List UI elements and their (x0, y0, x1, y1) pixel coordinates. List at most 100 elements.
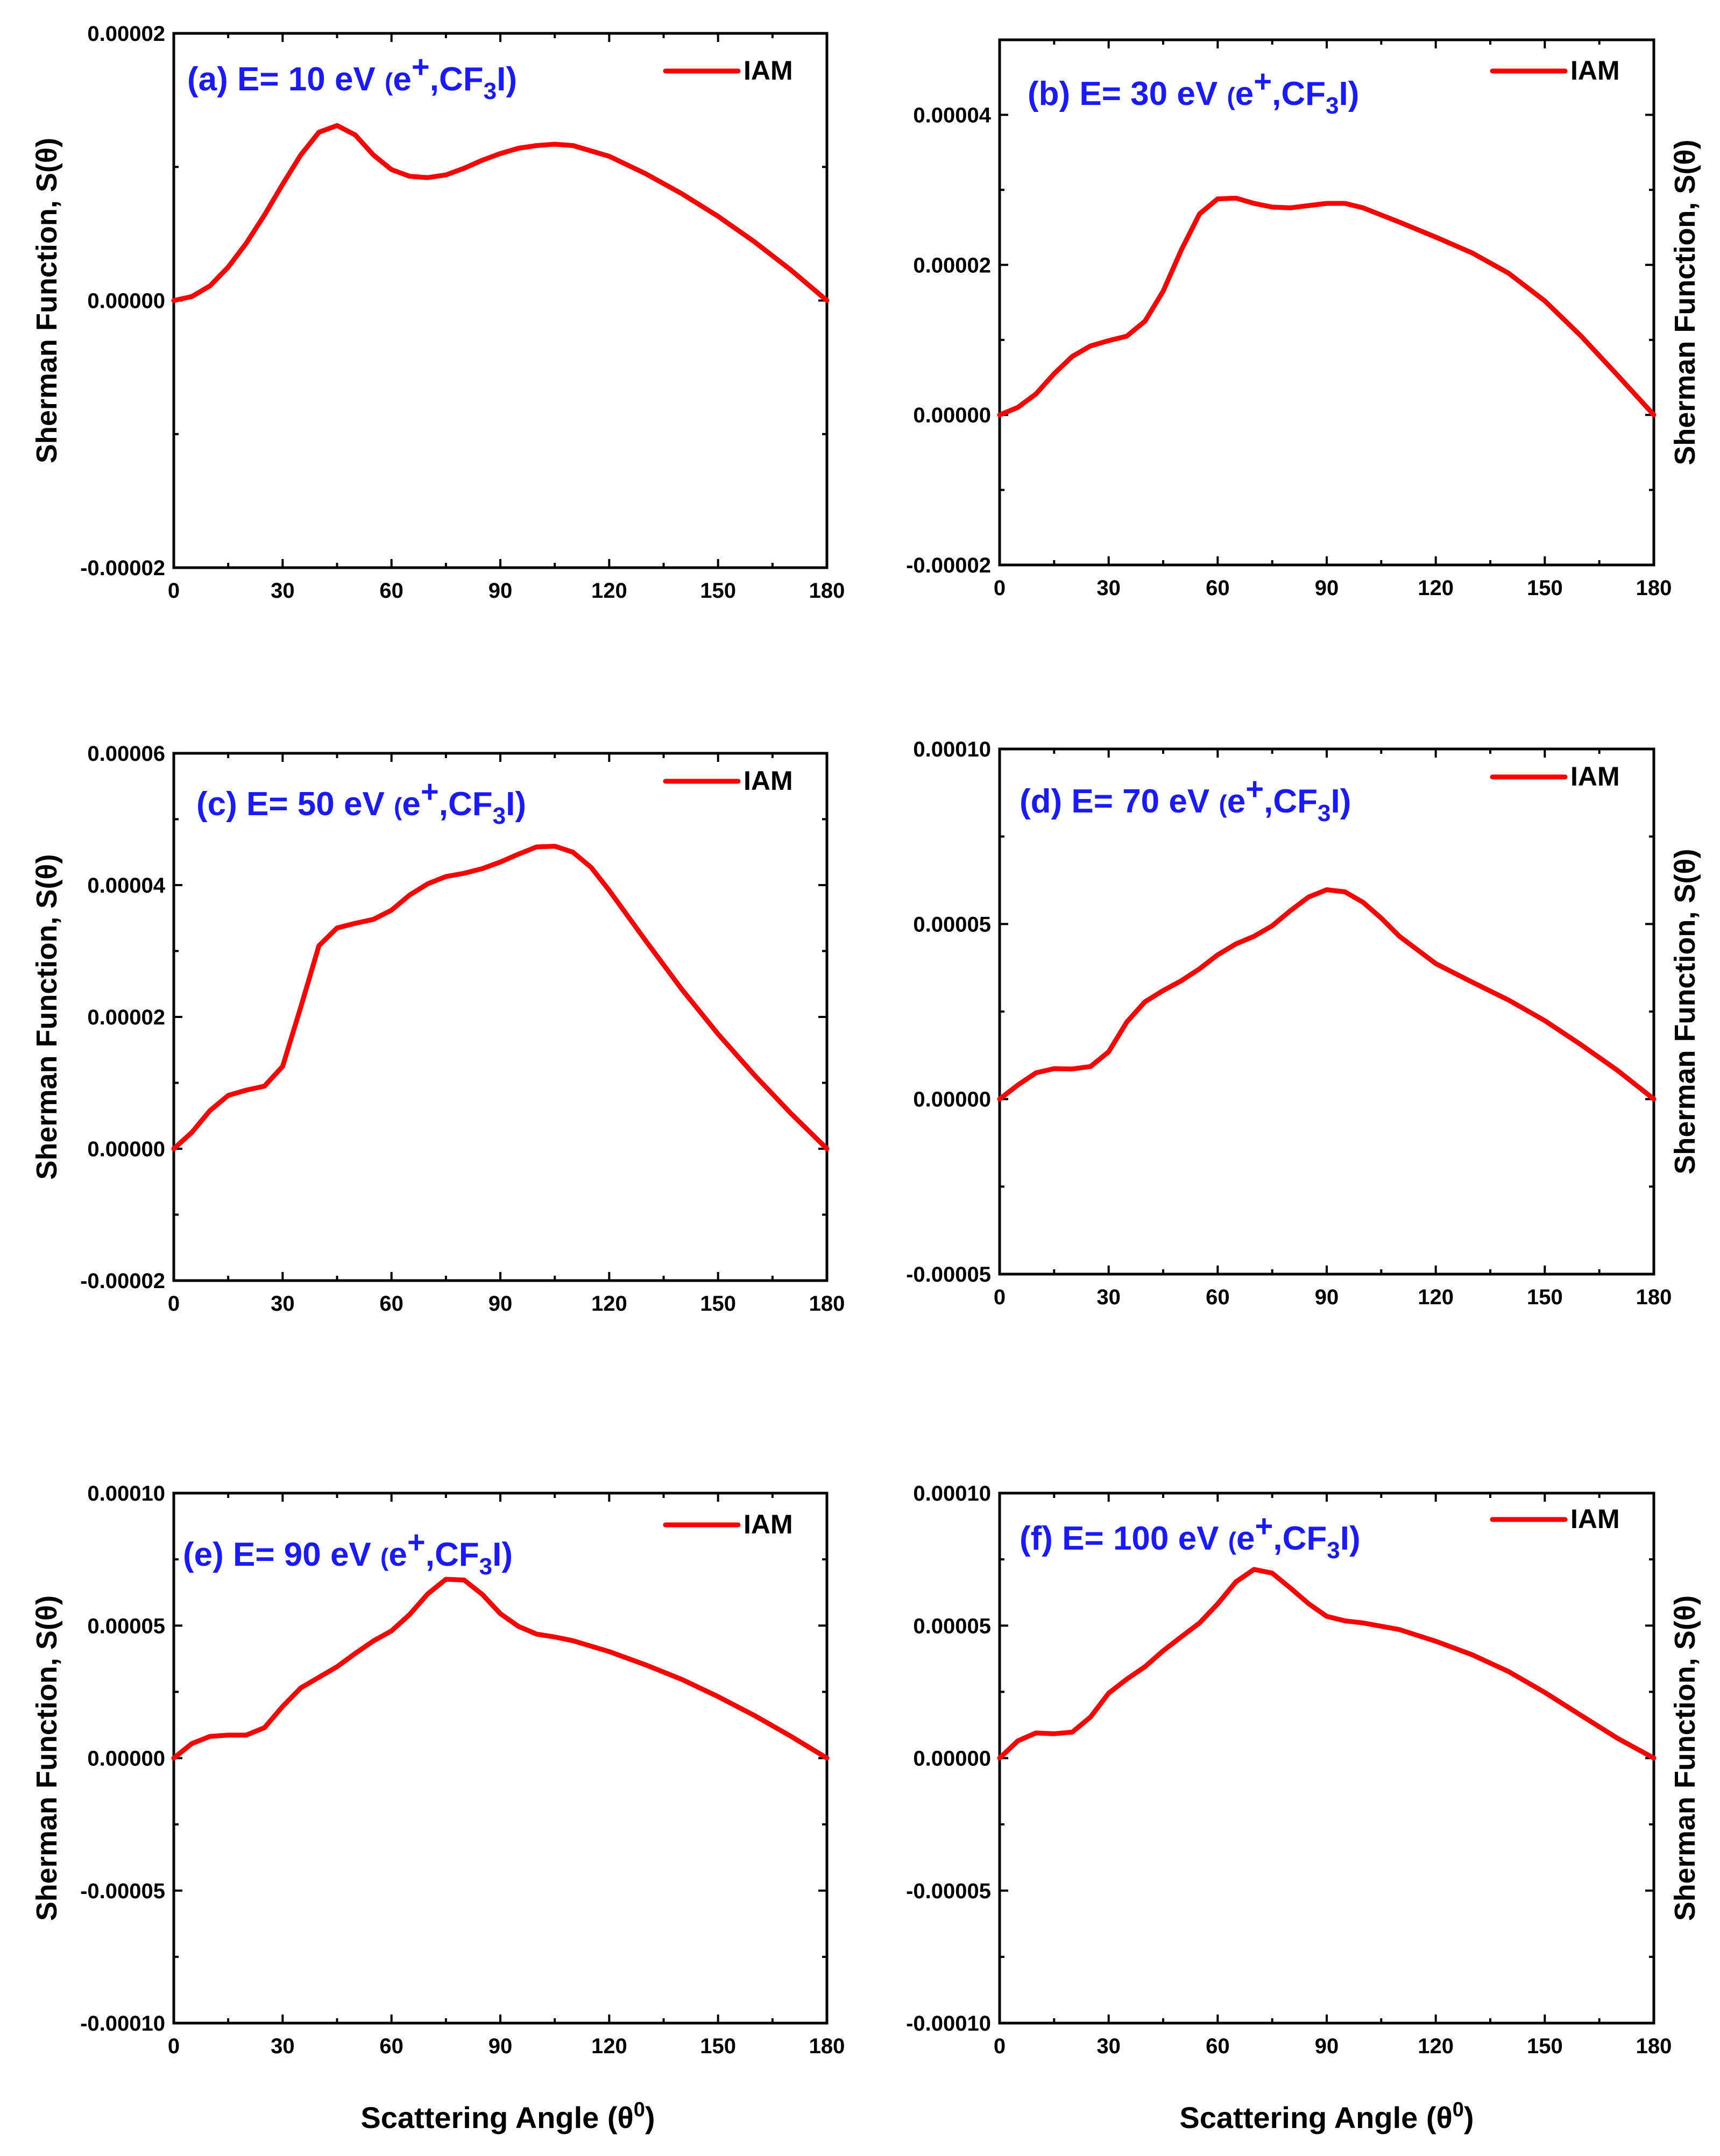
panel-title-mid: ,CF (439, 786, 493, 823)
panel-title-sub: 3 (1327, 1537, 1340, 1564)
x-tick-label: 0 (994, 576, 1006, 600)
y-tick-label: 0.00005 (87, 1614, 165, 1638)
panel-title-end: I) (1339, 75, 1359, 112)
y-tick-label: -0.00010 (906, 2012, 991, 2035)
panel-title-sub: 3 (493, 803, 506, 829)
panel-title-e: e (1227, 783, 1245, 820)
series-line-iam (997, 1567, 1657, 1761)
y-tick-label: -0.00005 (906, 1263, 991, 1286)
x-tick-label: 0 (994, 1285, 1006, 1309)
panel-title-paren: ( (1219, 790, 1227, 818)
panel-title-label: (e) E= 90 eV (183, 1536, 380, 1573)
y-tick-label: -0.00010 (80, 2012, 165, 2035)
y-tick-label: 0.00010 (913, 1482, 991, 1505)
x-axis-label-close: ) (1464, 2101, 1474, 2134)
x-tick-label: 180 (1636, 2034, 1672, 2058)
panel-title: (e) E= 90 eV (e+,CF3I) (183, 1525, 513, 1580)
x-axis-label-sup: 0 (634, 2098, 645, 2121)
series-line-iam (171, 123, 830, 303)
x-tick-label: 90 (1315, 1285, 1339, 1309)
panel-title-label: (c) E= 50 eV (196, 786, 394, 823)
x-tick-label: 30 (271, 1292, 295, 1316)
x-axis-label: Scattering Angle (θ0) (1179, 2098, 1474, 2134)
x-tick-label: 150 (700, 1292, 736, 1316)
panel-title-e: e (1235, 75, 1254, 112)
y-axis-label: Sherman Function, S(θ) (1669, 1595, 1701, 1921)
panel-title-end: I) (1340, 1520, 1361, 1557)
panel-title: (b) E= 30 eV (e+,CF3I) (1028, 64, 1359, 119)
x-axis-label: Scattering Angle (θ0) (360, 2098, 655, 2134)
x-tick-label: 120 (1418, 576, 1454, 600)
x-tick-label: 150 (1527, 2034, 1563, 2058)
y-tick-label: 0.00000 (87, 1137, 165, 1161)
y-tick-label: 0.00000 (87, 289, 165, 313)
chart-panel-a: 0 30 60 90 120 150 180 -0.00002 0.00000 0.00002 Sh… (31, 22, 845, 603)
x-tick-label: 60 (1206, 1285, 1230, 1309)
panel-title: (f) E= 100 eV (e+,CF3I) (1020, 1509, 1361, 1564)
x-tick-label: 180 (809, 579, 845, 603)
panel-title-paren: ( (385, 68, 393, 96)
x-tick-label: 90 (489, 2034, 513, 2058)
x-tick-label: 180 (809, 1292, 845, 1316)
panel-title-end: I) (492, 1536, 513, 1573)
chart-panel-f: 0 30 60 90 120 150 180 -0.00010 -0.00005 0.00000 0… (906, 1482, 1701, 2058)
panel-title-e: e (393, 61, 411, 98)
panel-title: (a) E= 10 eV (e+,CF3I) (187, 50, 517, 104)
x-axis-label-close: ) (645, 2101, 655, 2134)
panel-title-sub: 3 (479, 1553, 492, 1580)
y-tick-label: 0.00010 (87, 1482, 165, 1505)
legend-label: IAM (744, 55, 793, 86)
panel-title-sup: + (412, 50, 430, 84)
x-axis-label-sup: 0 (1453, 2098, 1464, 2121)
x-tick-label: 150 (700, 2034, 736, 2058)
panel-title-end: I) (497, 61, 517, 98)
plot-frame (172, 752, 829, 1282)
panel-title: (c) E= 50 eV (e+,CF3I) (196, 774, 526, 829)
panel-title-mid: ,CF (430, 61, 484, 98)
chart-panel-b: 0 30 60 90 120 150 180 -0.00002 0.00000 0.00002 0.… (906, 38, 1701, 600)
panel-title-paren: ( (394, 793, 402, 821)
panel-title-mid: ,CF (426, 1536, 479, 1573)
legend-label: IAM (744, 1509, 793, 1539)
panel-title-end: I) (506, 786, 526, 823)
x-tick-label: 180 (1636, 1285, 1672, 1309)
x-tick-label: 120 (591, 2034, 627, 2058)
x-tick-label: 90 (1315, 576, 1339, 600)
y-tick-label: 0.00004 (913, 103, 991, 127)
x-axis-label-text: Scattering Angle (θ (360, 2101, 633, 2134)
y-axis-label: Sherman Function, S(θ) (31, 854, 63, 1179)
x-tick-label: 120 (591, 1292, 627, 1316)
y-tick-label: 0.00005 (913, 913, 991, 936)
x-tick-label: 60 (379, 1292, 404, 1316)
x-tick-label: 150 (700, 579, 736, 603)
y-tick-label: -0.00002 (80, 1269, 165, 1293)
panel-title-mid: ,CF (1273, 1520, 1327, 1557)
x-tick-label: 90 (1315, 2034, 1339, 2058)
panel-title-sub: 3 (484, 78, 497, 104)
x-tick-label: 60 (379, 579, 404, 603)
x-tick-label: 180 (809, 2034, 845, 2058)
y-tick-label: -0.00002 (906, 554, 991, 577)
chart-panel-e: 0 30 60 90 120 150 180 -0.00010 -0.00005 0.00000 0… (31, 1482, 845, 2058)
x-tick-label: 30 (271, 579, 295, 603)
y-axis-label: Sherman Function, S(θ) (31, 138, 63, 463)
x-tick-label: 90 (489, 1292, 513, 1316)
panel-title-sup: + (1254, 64, 1272, 99)
panel-title-sub: 3 (1326, 93, 1339, 119)
y-tick-label: 0.00002 (913, 253, 991, 277)
panel-title-label: (d) E= 70 eV (1020, 783, 1219, 820)
y-tick-label: 0.00000 (913, 1088, 991, 1112)
legend-label: IAM (744, 766, 793, 796)
y-axis-label: Sherman Function, S(θ) (31, 1595, 63, 1921)
y-tick-label: -0.00005 (906, 1879, 991, 1903)
y-axis-label: Sherman Function, S(θ) (1669, 139, 1701, 465)
y-tick-label: 0.00002 (87, 22, 165, 46)
x-tick-label: 150 (1527, 576, 1563, 600)
x-tick-label: 0 (168, 2034, 180, 2058)
x-tick-label: 30 (271, 2034, 295, 2058)
y-tick-label: 0.00006 (87, 742, 165, 766)
panel-title-sup: + (1255, 1509, 1273, 1544)
x-tick-label: 0 (994, 2034, 1006, 2058)
legend-label: IAM (1570, 55, 1620, 86)
